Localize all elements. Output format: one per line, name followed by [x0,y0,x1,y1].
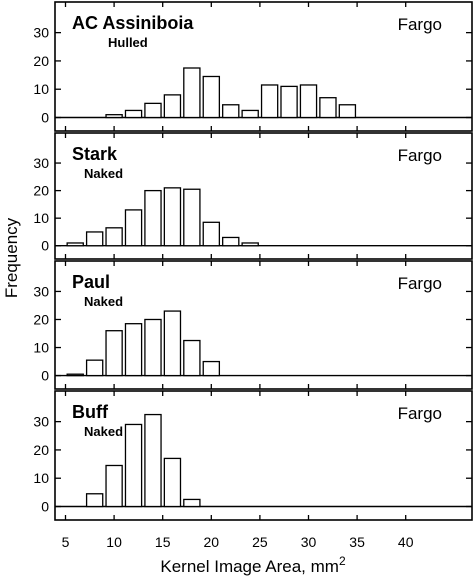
y-tick-label: 0 [41,110,49,126]
bar [222,104,240,119]
histogram-panels: 0 10 20 30 AC Assiniboia Hulled Fargo 0 10 20 30 St… [33,1,473,521]
bar [183,67,201,119]
bar [66,373,84,377]
x-axis: 5 10 15 20 25 30 35 40 [62,534,414,550]
panel-location: Fargo [398,146,442,165]
bar [183,339,201,377]
bar [124,323,143,377]
bar [144,413,162,508]
bar [241,109,259,119]
bar [202,221,221,247]
bar [85,231,104,247]
y-tick-label: 0 [41,499,49,515]
bar [124,209,143,247]
panel-title: Buff [72,402,109,422]
panel-title: Stark [72,144,118,164]
x-tick-label: 35 [349,534,365,550]
panel-subtitle: Naked [84,424,123,439]
bar [105,227,123,247]
panel-frame [54,1,473,132]
panel-title: AC Assiniboia [72,13,194,33]
bar [202,75,221,119]
panel-location: Fargo [398,15,442,34]
y-tick-label: 10 [33,81,49,97]
y-tick-label: 20 [33,311,49,327]
x-tick-label: 10 [106,534,122,550]
y-tick-label: 0 [41,238,49,254]
panel-subtitle: Naked [84,166,123,181]
y-tick-label: 20 [33,442,49,458]
panel-subtitle: Hulled [108,35,148,50]
bar [183,188,201,247]
x-axis-title-superscript: 2 [339,554,346,568]
panel-3: 0 10 20 30 Paul Naked Fargo [33,260,473,390]
bar [163,94,182,119]
y-tick-label: 0 [41,368,49,384]
y-tick-label: 30 [33,414,49,430]
y-tick-label: 30 [33,25,49,41]
panel-frame [54,390,473,521]
bar [85,359,104,377]
panel-2: 0 10 20 30 Stark Naked Fargo [33,132,473,260]
bar [124,423,143,508]
bar [144,318,162,377]
panel-title: Paul [72,272,110,292]
x-tick-label: 20 [204,534,220,550]
bar [124,109,143,119]
bar [163,310,182,377]
x-tick-label: 40 [398,534,414,550]
y-tick-label: 10 [33,210,49,226]
panel-location: Fargo [398,274,442,293]
y-tick-label: 20 [33,53,49,69]
y-tick-label: 20 [33,183,49,199]
x-tick-label: 30 [301,534,317,550]
bar [222,236,240,247]
bar [105,464,123,508]
bar [202,360,221,377]
x-tick-label: 15 [155,534,171,550]
bar [66,242,84,247]
bar [105,114,123,119]
bar [144,189,162,247]
panel-subtitle: Naked [84,294,123,309]
bar [241,242,259,247]
panel-1: 0 10 20 30 AC Assiniboia Hulled Fargo [33,1,473,132]
bar [338,104,357,119]
bar [163,187,182,247]
bar [105,330,123,377]
panel-frame [54,132,473,260]
bar [260,84,279,119]
bar [280,85,298,119]
panel-frame [54,260,473,390]
panel-4: 0 10 20 30 Buff Naked Fargo [33,390,473,521]
y-tick-label: 30 [33,155,49,171]
bar [144,102,162,119]
y-tick-label: 10 [33,470,49,486]
y-tick-label: 30 [33,283,49,299]
y-axis-title: Frequency [2,217,21,298]
bar [85,493,104,508]
panel-location: Fargo [398,404,442,423]
bar [163,457,182,508]
x-tick-label: 5 [62,534,70,550]
x-tick-label: 25 [252,534,268,550]
x-axis-title: Kernel Image Area, mm2 [160,554,346,576]
bar [183,498,201,508]
y-tick-label: 10 [33,340,49,356]
bar [299,84,318,119]
bar [319,97,337,119]
